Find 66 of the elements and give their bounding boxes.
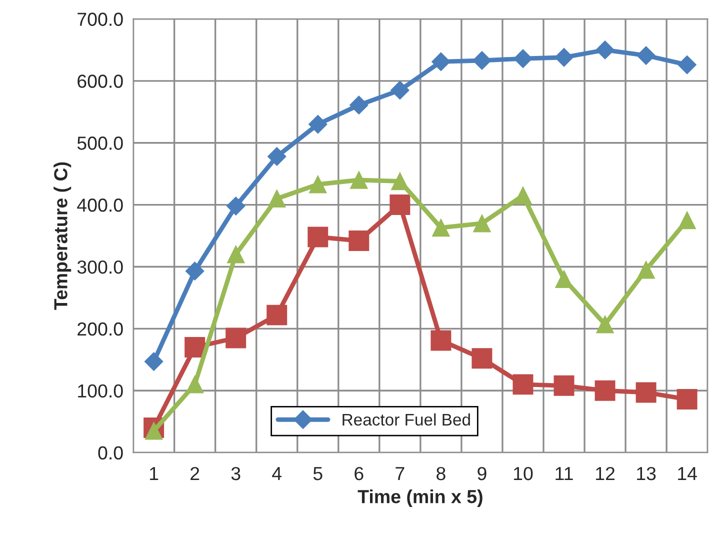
point <box>186 376 204 394</box>
point <box>514 186 532 204</box>
point <box>596 315 614 334</box>
point <box>678 55 696 74</box>
y-tick-label: 400.0 <box>77 198 123 212</box>
x-tick-label: 11 <box>556 467 573 480</box>
point <box>391 172 409 190</box>
y-tick-label: 200.0 <box>78 322 123 336</box>
point <box>594 380 616 401</box>
x-tick-label: 10 <box>514 466 533 480</box>
point <box>268 190 286 208</box>
point <box>350 96 368 114</box>
point <box>308 114 328 134</box>
point <box>348 230 370 251</box>
x-tick-label: 9 <box>478 466 486 480</box>
x-tick-label: 4 <box>272 467 282 480</box>
x-tick-label: 8 <box>436 466 446 480</box>
point <box>268 147 286 166</box>
point <box>636 46 656 65</box>
y-axis-title: Temperature ( C) <box>54 162 72 310</box>
y-tick-label: 300.0 <box>77 260 123 274</box>
point <box>184 337 206 358</box>
point <box>185 262 204 280</box>
point <box>554 375 574 396</box>
y-tick-label: 0.0 <box>98 446 123 460</box>
point <box>308 226 328 248</box>
x-tick-label: 6 <box>354 466 364 480</box>
x-tick-label: 3 <box>231 466 240 480</box>
x-tick-label: 13 <box>637 466 656 480</box>
point <box>676 389 698 410</box>
point <box>390 80 410 100</box>
point <box>432 218 450 237</box>
point <box>678 211 696 230</box>
point <box>554 48 574 67</box>
point <box>472 348 492 369</box>
y-tick-label: 100.0 <box>78 384 123 398</box>
point <box>430 330 452 351</box>
x-tick-label: 14 <box>678 467 697 480</box>
point <box>390 194 410 216</box>
x-tick-label: 7 <box>396 467 404 480</box>
point <box>512 374 534 395</box>
point <box>226 196 246 216</box>
x-tick-label: 1 <box>150 467 158 480</box>
point <box>473 214 491 232</box>
x-tick-label: 5 <box>313 467 322 480</box>
x-axis-title: Time (min x 5) <box>358 489 482 507</box>
point <box>350 171 368 189</box>
point <box>144 352 164 371</box>
point <box>144 422 163 440</box>
y-tick-label: 500.0 <box>77 136 123 150</box>
point <box>636 382 656 403</box>
legend-label: Reactor Fuel Bed <box>342 413 470 426</box>
point <box>514 49 532 68</box>
point <box>226 328 246 348</box>
point <box>266 304 288 326</box>
point <box>472 51 492 70</box>
point <box>596 40 614 60</box>
point <box>432 52 450 72</box>
point <box>637 260 655 279</box>
point <box>309 176 327 194</box>
y-tick-label: 600.0 <box>78 74 123 88</box>
point <box>555 270 573 288</box>
point <box>226 246 245 264</box>
x-tick-label: 12 <box>596 466 615 480</box>
y-tick-label: 700.0 <box>78 12 123 26</box>
x-tick-label: 2 <box>190 466 200 480</box>
